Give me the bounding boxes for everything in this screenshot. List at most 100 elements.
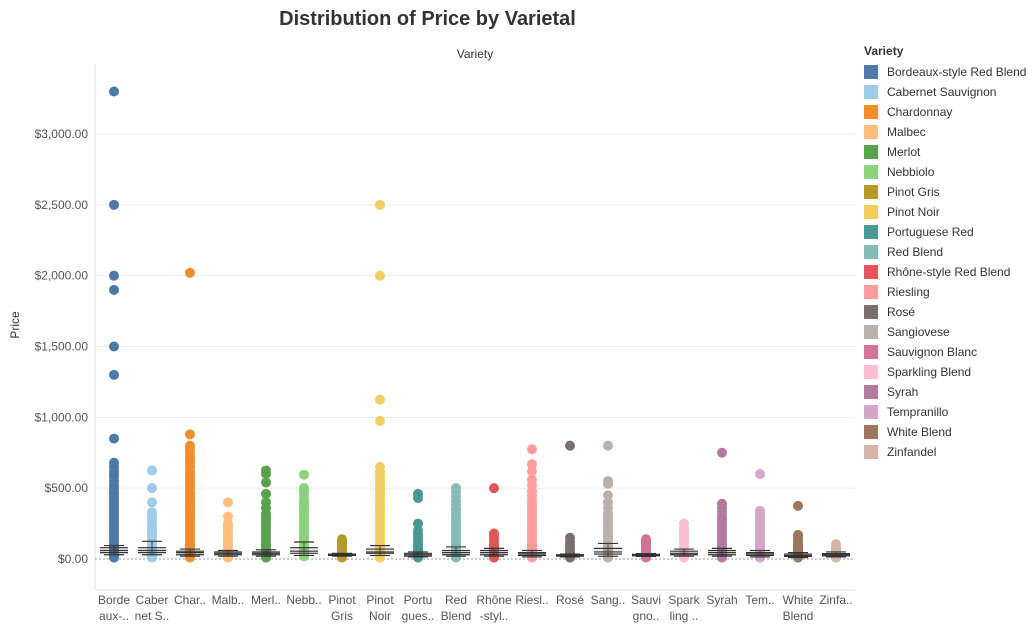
legend-swatch (864, 125, 878, 139)
legend-swatch (864, 325, 878, 339)
data-point (109, 199, 119, 210)
y-tick-label: $3,000.00 (35, 127, 89, 141)
legend-swatch (864, 165, 878, 179)
legend-item[interactable]: Riesling (864, 282, 1036, 302)
data-point (185, 267, 195, 278)
box-plot (518, 549, 546, 558)
data-point (147, 497, 157, 508)
legend-label: Portuguese Red (887, 225, 974, 239)
legend-item[interactable]: Rosé (864, 302, 1036, 322)
legend-swatch (864, 145, 878, 159)
box-plot (404, 551, 432, 558)
legend-item[interactable]: Merlot (864, 142, 1036, 162)
data-point (413, 518, 423, 529)
legend-label: Chardonnay (887, 105, 953, 119)
data-point (223, 497, 233, 508)
legend-item[interactable]: Sangiovese (864, 322, 1036, 342)
legend-label: Pinot Noir (887, 205, 940, 219)
box-plot (100, 544, 128, 556)
data-point (375, 270, 385, 281)
legend-item[interactable]: Tempranillo (864, 402, 1036, 422)
x-category-label: Riesl.. (515, 593, 548, 607)
legend-label: Bordeaux-style Red Blend (887, 65, 1027, 79)
legend-item[interactable]: Rhône-style Red Blend (864, 262, 1036, 282)
data-point (603, 490, 613, 501)
legend-item[interactable]: Malbec (864, 122, 1036, 142)
legend-label: Red Blend (887, 245, 944, 259)
y-tick-label: $1,500.00 (35, 340, 89, 354)
legend-label: Tempranillo (887, 405, 949, 419)
legend-item[interactable]: Bordeaux-style Red Blend (864, 62, 1036, 82)
x-category-label: Sauvi gno.. (631, 593, 661, 623)
legend-label: Riesling (887, 285, 930, 299)
legend-item[interactable]: Pinot Noir (864, 202, 1036, 222)
data-point (375, 394, 385, 405)
data-point (565, 440, 575, 451)
legend-swatch (864, 65, 878, 79)
legend-label: Cabernet Sauvignon (887, 85, 997, 99)
data-point (109, 369, 119, 380)
x-category-label: Sang.. (591, 593, 626, 607)
legend-swatch (864, 285, 878, 299)
data-point (527, 444, 537, 455)
box-plot (214, 549, 242, 557)
data-point (109, 86, 119, 97)
data-point (109, 341, 119, 352)
legend-label: Rosé (887, 305, 916, 319)
legend-item[interactable]: Portuguese Red (864, 222, 1036, 242)
box-plot (290, 541, 318, 557)
box-plot (252, 549, 280, 557)
legend-label: Merlot (887, 145, 921, 159)
data-points (109, 86, 841, 563)
box-plot (594, 542, 622, 557)
data-point (527, 466, 537, 477)
x-category-label: Nebb.. (286, 593, 321, 607)
legend-label: Pinot Gris (887, 185, 940, 199)
legend-title: Variety (864, 44, 904, 58)
x-category-label: Portu gues.. (402, 593, 435, 623)
x-category-label: Rosé (556, 593, 584, 607)
data-point (109, 433, 119, 444)
legend-item[interactable]: Syrah (864, 382, 1036, 402)
box-plots (100, 540, 850, 559)
box-plot (366, 544, 394, 557)
legend-label: Rhône-style Red Blend (887, 265, 1011, 279)
column-header: Variety (457, 47, 493, 61)
legend-item[interactable]: Red Blend (864, 242, 1036, 262)
x-category-label: Rhône -styl.. (476, 593, 512, 623)
legend-item[interactable]: Nebbiolo (864, 162, 1036, 182)
x-category-label: Syrah (706, 593, 737, 607)
legend-swatch (864, 445, 878, 459)
box-plot (784, 552, 812, 559)
y-axis-ticks: $0.00 $500.00 $1,000.00 $1,500.00 $2,000.00 $… (35, 127, 89, 566)
legend-item[interactable]: Pinot Gris (864, 182, 1036, 202)
x-category-label: Spark ling .. (668, 593, 700, 623)
legend-swatch (864, 405, 878, 419)
legend-item[interactable]: Sparkling Blend (864, 362, 1036, 382)
box-plot (442, 546, 470, 557)
box-plot (328, 552, 356, 557)
legend-item[interactable]: Chardonnay (864, 102, 1036, 122)
box-plot (480, 547, 508, 557)
x-category-label: Zinfa.. (819, 593, 852, 607)
legend-item[interactable]: Sauvignon Blanc (864, 342, 1036, 362)
legend-item[interactable]: Zinfandel (864, 442, 1036, 462)
data-point (489, 483, 499, 494)
x-category-label: Pinot Gris (328, 593, 356, 623)
data-point (147, 465, 157, 476)
x-category-label: Red Blend (441, 593, 472, 623)
x-category-label: Tem.. (745, 593, 774, 607)
data-point (375, 415, 385, 426)
legend-label: Sauvignon Blanc (887, 345, 978, 359)
legend-label: Sparkling Blend (887, 365, 972, 379)
x-category-label: Char.. (174, 593, 206, 607)
data-point (147, 483, 157, 494)
data-point (299, 469, 309, 480)
legend-swatch (864, 245, 878, 259)
legend-label: Sangiovese (887, 325, 950, 339)
legend-item[interactable]: White Blend (864, 422, 1036, 442)
legend-item[interactable]: Cabernet Sauvignon (864, 82, 1036, 102)
box-plot (632, 553, 660, 558)
box-plot (556, 553, 584, 558)
